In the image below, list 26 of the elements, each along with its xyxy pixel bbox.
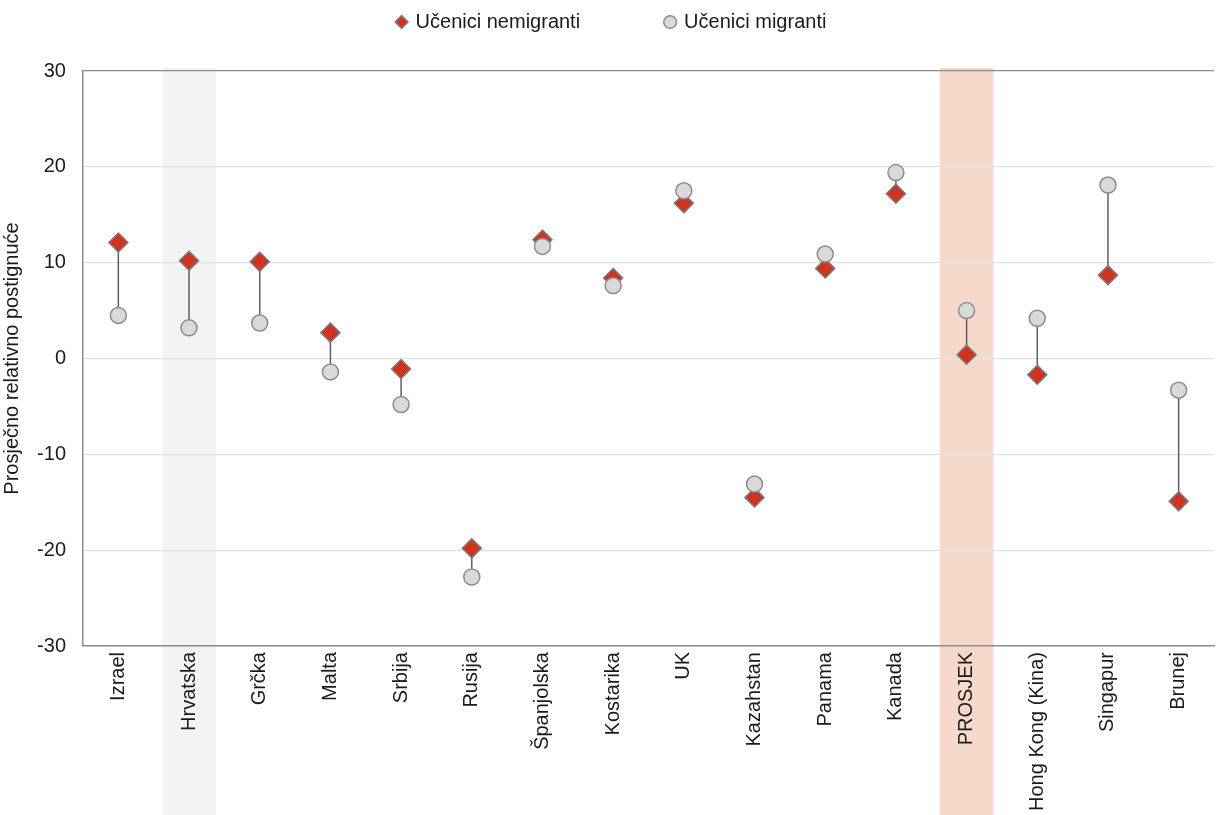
x-tick-label: Hrvatska xyxy=(176,651,199,731)
x-tick-label: Malta xyxy=(317,651,340,701)
x-tick-label: Hong Kong (Kina) xyxy=(1024,652,1047,811)
x-tick-label: Kanada xyxy=(883,651,906,721)
x-tick-label: Panama xyxy=(812,651,835,727)
x-tick-label: Kazahstan xyxy=(742,652,765,747)
x-tick-label: Srbija xyxy=(388,651,411,704)
y-tick-label: 20 xyxy=(43,154,66,177)
x-tick-label: Grčka xyxy=(247,651,270,706)
x-tick-label: Kostarika xyxy=(600,651,623,736)
y-tick-label: 10 xyxy=(43,250,66,273)
x-tick-label: PROSJEK xyxy=(954,651,977,746)
legend-label: Učenici nemigranti xyxy=(415,9,581,32)
y-tick-label: 30 xyxy=(43,58,66,81)
y-tick-label: -30 xyxy=(37,633,66,656)
x-tick-label: UK xyxy=(671,651,694,680)
x-tick-label: Španjolska xyxy=(529,651,552,750)
y-tick-label: -20 xyxy=(37,537,66,560)
legend-label: Učenici migranti xyxy=(684,9,827,32)
y-tick-label: -10 xyxy=(37,441,66,464)
x-tick-label: Rusija xyxy=(459,651,482,708)
x-tick-label: Singapur xyxy=(1095,651,1118,733)
y-axis-title: Prosječno relativno postignuće xyxy=(0,222,22,495)
x-tick-label: Izrael xyxy=(105,652,128,701)
y-tick-label: 0 xyxy=(54,346,66,369)
x-tick-label: Brunej xyxy=(1166,652,1189,710)
